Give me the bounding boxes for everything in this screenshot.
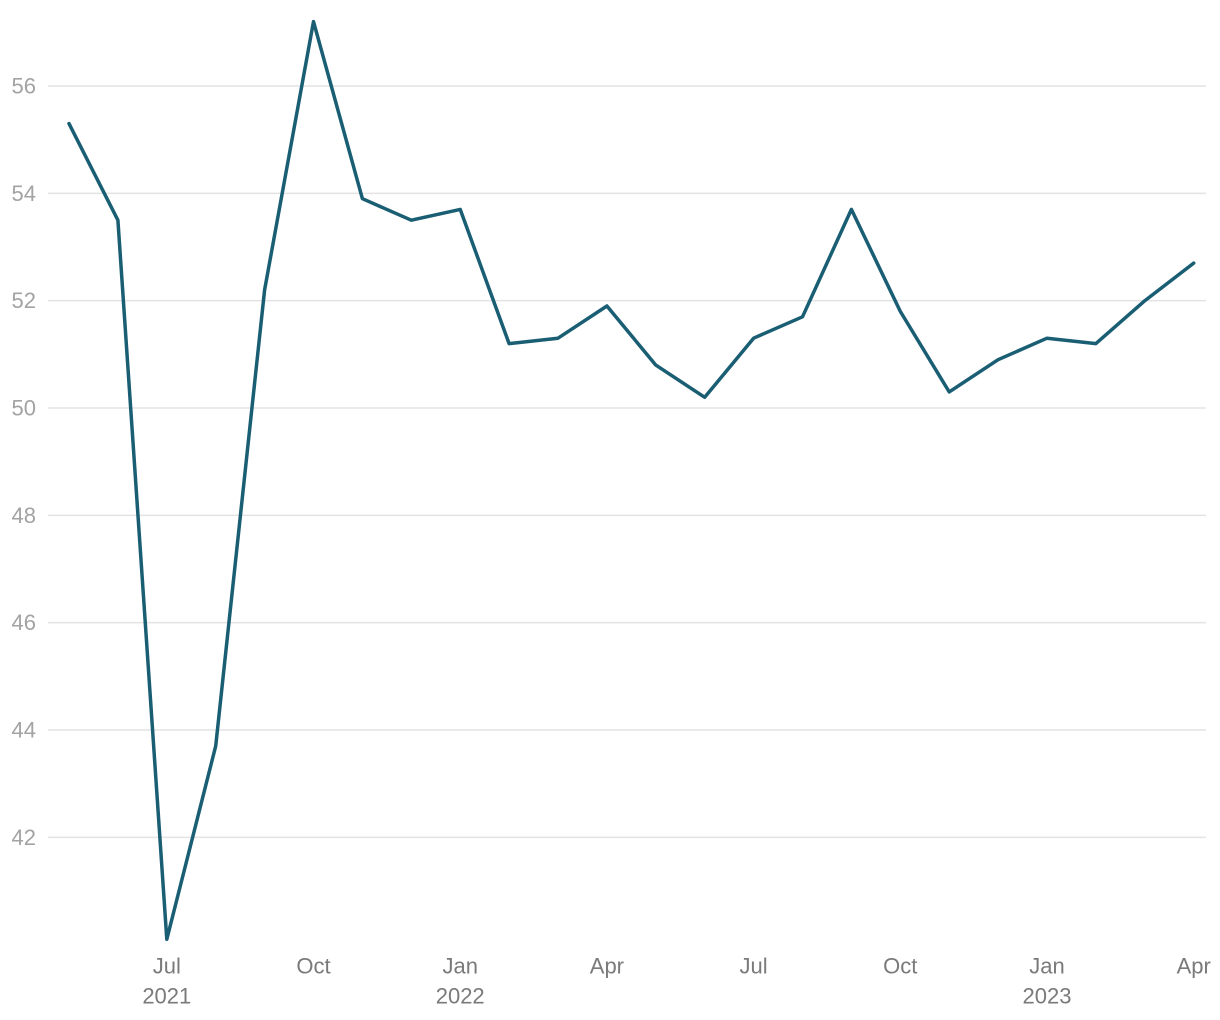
x-tick-month-label: Apr: [590, 954, 624, 979]
y-tick-label: 50: [12, 396, 36, 421]
y-tick-label: 52: [12, 288, 36, 313]
y-axis: 42 44 46 48 50 52 54 56: [12, 74, 36, 850]
x-tick-year-label: 2023: [1023, 984, 1072, 1009]
y-tick-label: 56: [12, 74, 36, 99]
x-tick-year-label: 2021: [142, 984, 191, 1009]
y-tick-label: 42: [12, 825, 36, 850]
series-group: [67, 19, 1196, 942]
x-tick-month-label: Jul: [153, 954, 181, 979]
x-tick-month-label: Jan: [442, 954, 477, 979]
y-tick-label: 46: [12, 610, 36, 635]
y-gridlines: [48, 85, 1206, 839]
y-tick-label: 44: [12, 718, 36, 743]
x-tick-month-label: Apr: [1177, 954, 1211, 979]
x-axis: Jul 2021 Oct Jan 2022 Apr Jul Oct Jan 2023 Apr: [142, 954, 1211, 1009]
x-tick-month-label: Jan: [1029, 954, 1064, 979]
y-tick-label: 54: [12, 181, 36, 206]
series-line: [67, 19, 1196, 942]
x-tick-month-label: Oct: [296, 954, 330, 979]
x-tick-month-label: Jul: [740, 954, 768, 979]
x-tick-year-label: 2022: [436, 984, 485, 1009]
x-tick-month-label: Oct: [883, 954, 917, 979]
y-tick-label: 48: [12, 503, 36, 528]
